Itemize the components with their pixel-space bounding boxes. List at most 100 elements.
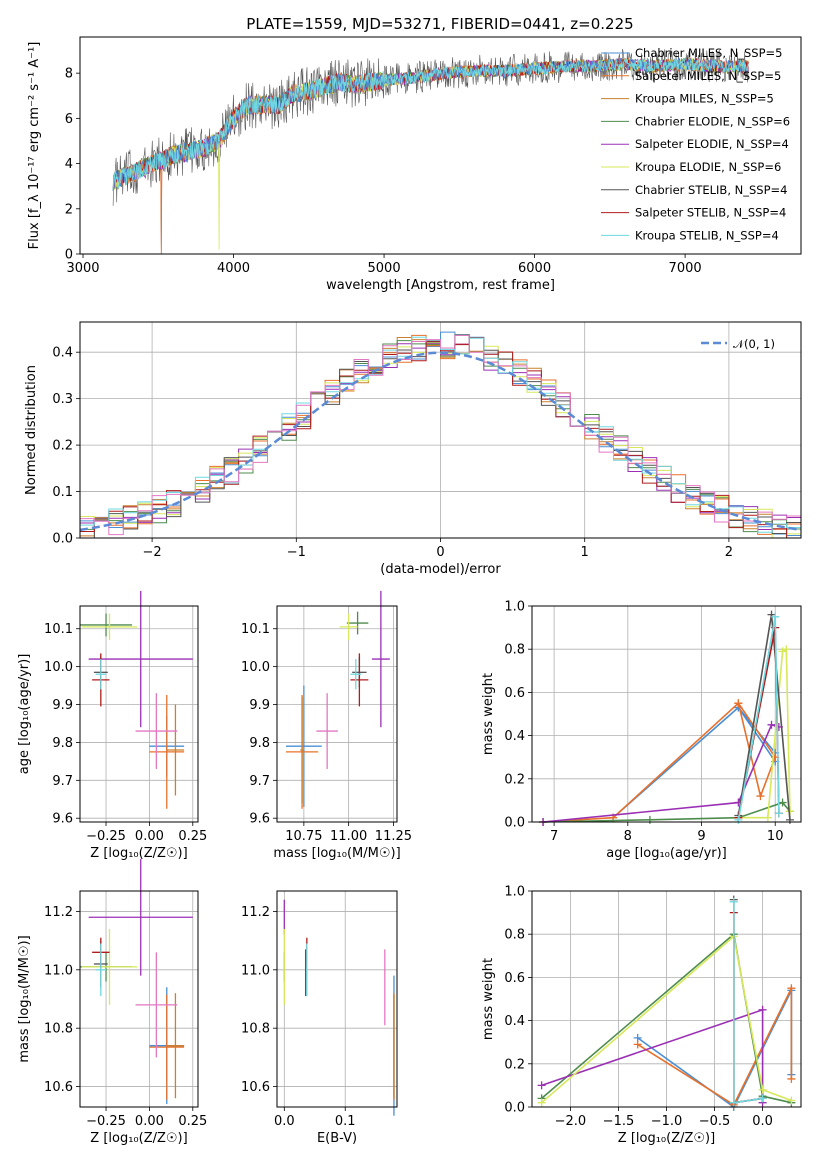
mw_age-ytick-label: 0.6: [504, 686, 525, 701]
mass_z-xtick-label: 0.00: [135, 1114, 164, 1129]
massweight-marker: [758, 1094, 767, 1103]
age_mass-xlabel: mass [log₁₀(M/M☉)]: [273, 846, 400, 861]
spectrum-ytick-label: 8: [65, 67, 73, 82]
mw_age-ytick-label: 1.0: [504, 600, 525, 615]
mass_ebv-ytick-label: 10.8: [241, 1022, 270, 1037]
mass_z-frame: [79, 890, 199, 1108]
age_z-ytick-label: 9.8: [52, 736, 73, 751]
spectrum-ylabel: Flux [f_λ 10⁻¹⁷ erg cm⁻² s⁻¹ A⁻¹]: [27, 42, 42, 250]
spectrum-xtick-label: 3000: [66, 261, 99, 276]
age_mass-xtick-label: 10.75: [285, 829, 322, 844]
spectrum-series-line: [112, 57, 749, 191]
chart-layer: 3000 4000 5000 6000 7000 0 2 4 6 8 wavelength [Ang…: [17, 36, 802, 1146]
legend-entry: Chabrier MILES, N_SSP=5: [635, 46, 782, 60]
age_z-xtick-label: 0.00: [135, 829, 164, 844]
hist-ytick-label: 0.2: [52, 439, 73, 454]
spectrum-xtick-label: 5000: [368, 261, 401, 276]
mw_z-ylabel: mass weight: [481, 958, 496, 1040]
mass_ebv-xtick-label: 0.1: [335, 1114, 356, 1129]
legend-entry: Salpeter STELIB, N_SSP=4: [635, 206, 786, 220]
massweight-marker: [787, 984, 796, 993]
massweight-marker: [729, 897, 738, 906]
age_mass-xtick-label: 11.25: [375, 829, 412, 844]
hist-xlabel: (data-model)/error: [380, 562, 501, 577]
mw_age-ylabel: mass weight: [481, 673, 496, 755]
massweight-line: [541, 934, 792, 1104]
age_mass-ytick-label: 9.7: [249, 774, 270, 789]
legend-entry: Kroupa ELODIE, N_SSP=6: [635, 160, 781, 174]
massweight-marker: [787, 1074, 796, 1083]
hist-xtick-label: 1: [581, 545, 589, 560]
hist-ytick-label: 0.0: [52, 532, 73, 547]
spectrum-xtick-label: 7000: [669, 261, 702, 276]
mass_ebv-axes: 0.0 0.1 10.6 10.8 11.0 11.2 E(B-V): [241, 891, 397, 1146]
mw_age-xtick-label: 7: [550, 829, 558, 844]
mw_z-xtick-label: −1.5: [603, 1114, 635, 1129]
mw_z-ytick-label: 1.0: [504, 885, 525, 900]
massweight-marker: [734, 815, 743, 824]
age_mass-axes: 10.75 11.00 11.25 9.6 9.7 9.8 9.9 10.0 10.1 mass …: [241, 606, 412, 861]
mass_ebv-xlabel: E(B-V): [317, 1131, 357, 1146]
legend-entry: Kroupa MILES, N_SSP=5: [635, 92, 774, 106]
mw_z-ytick-label: 0.0: [504, 1101, 525, 1116]
spectrum-xtick-label: 4000: [217, 261, 250, 276]
age_mass-frame: [276, 605, 398, 823]
spectrum-ytick-label: 0: [65, 248, 73, 263]
mw_z-xtick-label: −2.0: [555, 1114, 587, 1129]
mass_ebv-ytick-label: 11.0: [241, 963, 270, 978]
mw_z-ytick-label: 0.6: [504, 971, 525, 986]
figure-title: PLATE=1559, MJD=53271, FIBERID=0441, z=0…: [246, 15, 633, 33]
massweight-marker: [787, 1096, 796, 1105]
massweight-marker: [645, 815, 654, 824]
spectrum-axes: 3000 4000 5000 6000 7000 0 2 4 6 8 wavelength [Ang…: [27, 42, 702, 293]
mass_z-axes: −0.25 0.00 0.25 10.6 10.8 11.0 11.2 Z [log₁₀(Z/…: [17, 891, 207, 1146]
massweight-marker: [537, 1098, 546, 1107]
hist-ytick-label: 0.3: [52, 392, 73, 407]
age_mass-ytick-label: 9.9: [249, 698, 270, 713]
spectrum-xtick-label: 6000: [518, 261, 551, 276]
massweight-marker: [729, 1098, 738, 1107]
mw_z-ytick-label: 0.4: [504, 1014, 525, 1029]
age_z-ylabel: age [log₁₀(age/yr)]: [17, 654, 32, 775]
mass_z-xtick-label: 0.25: [178, 1114, 207, 1129]
age_mass-ytick-label: 9.8: [249, 736, 270, 751]
mw_age-xtick-label: 9: [697, 829, 705, 844]
age_z-ytick-label: 10.1: [44, 622, 73, 637]
legend-entry: Salpeter MILES, N_SSP=5: [635, 69, 781, 83]
hist-xtick-label: −2: [143, 545, 162, 560]
age_z-ytick-label: 9.6: [52, 812, 73, 827]
age_z-xtick-label: −0.25: [86, 829, 126, 844]
mw_z-xtick-label: −1.0: [651, 1114, 683, 1129]
mass_z-ytick-label: 10.6: [44, 1080, 73, 1095]
legend-entry: Chabrier STELIB, N_SSP=4: [635, 183, 787, 197]
hist-frame: [79, 321, 802, 539]
mw_age-axes: 7 8 9 10 0.0 0.2 0.4 0.6 0.8 1.0 age [log₁₀(age/yr…: [481, 600, 801, 861]
spectrum-frame: [79, 36, 802, 255]
age_mass-xtick-label: 11.00: [330, 829, 367, 844]
massweight-marker: [758, 1005, 767, 1014]
mw_z-xlabel: Z [log₁₀(Z/Z☉)]: [618, 1131, 715, 1146]
age_z-ytick-label: 9.9: [52, 698, 73, 713]
mass_ebv-xtick-label: 0.0: [274, 1114, 295, 1129]
massweight-marker: [767, 720, 776, 729]
mass_z-ylabel: mass [log₁₀(M/M☉)]: [17, 935, 32, 1062]
mw_z-frame: [531, 890, 802, 1108]
mw_age-xtick-label: 10: [767, 829, 784, 844]
legend-entry: Salpeter ELODIE, N_SSP=4: [635, 137, 789, 151]
massweight-marker: [778, 798, 787, 807]
massweight-marker: [756, 792, 765, 801]
massweight-marker: [734, 699, 743, 708]
massweight-marker: [771, 612, 780, 621]
mw_age-ytick-label: 0.2: [504, 772, 525, 787]
age_z-ytick-label: 10.0: [44, 660, 73, 675]
spectrum-ytick-label: 2: [65, 202, 73, 217]
mw_age-ytick-label: 0.8: [504, 643, 525, 658]
massweight-marker: [633, 1040, 642, 1049]
massweight-marker: [537, 1081, 546, 1090]
hist-ylabel: Normed distribution: [24, 365, 39, 495]
spectrum-ytick-label: 4: [65, 157, 73, 172]
age_mass-ytick-label: 9.6: [249, 812, 270, 827]
spectrum-ytick-label: 6: [65, 112, 73, 127]
age_z-ytick-label: 9.7: [52, 774, 73, 789]
